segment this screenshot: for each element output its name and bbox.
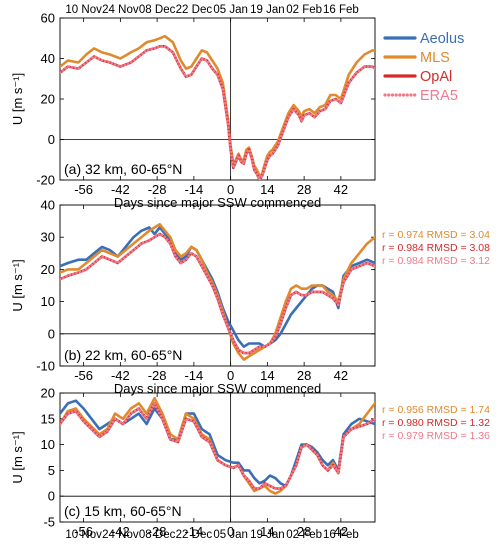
date-tick-label: 10 Nov (65, 4, 102, 16)
x-tick-label: -42 (111, 182, 130, 197)
x-tick-label: 0 (227, 524, 234, 539)
x-tick-label: 0 (227, 368, 234, 383)
x-tick-label: 0 (227, 182, 234, 197)
series-line-opal (60, 401, 375, 490)
x-tick-label: 42 (334, 182, 348, 197)
stat-label: r = 0.984 RMSD = 3.12 (382, 255, 490, 267)
date-tick-label: 24 Nov (102, 529, 139, 541)
date-tick-label: 24 Nov (102, 4, 139, 16)
panel-2: -10 0 10 20 30 40 -56 -42 -28 -14 0 14 28 42 U [m s⁻¹]… (10, 198, 490, 397)
x-tick-label: -56 (74, 524, 93, 539)
y-tick-label: 60 (41, 11, 55, 26)
y-tick-label: 30 (41, 230, 55, 245)
plot-frame (59, 204, 376, 367)
date-tick-label: 16 Feb (323, 529, 359, 541)
x-tick-label: 14 (260, 368, 274, 383)
x-tick-label: 28 (297, 524, 311, 539)
y-axis-label: U [m s⁻¹] (10, 259, 25, 311)
series-line-aeolus (60, 399, 375, 488)
date-tick-label: 19 Jan (250, 529, 285, 541)
series-line-era5 (60, 401, 375, 490)
y-tick-label: 15 (41, 411, 55, 426)
x-tick-label: -28 (148, 182, 167, 197)
stat-label: r = 0.974 RMSD = 3.04 (382, 229, 490, 241)
series-line-era5 (60, 44, 375, 180)
date-tick-label: 22 Dec (176, 4, 213, 16)
y-tick-label: 5 (48, 463, 55, 478)
panel-label: (a) 32 km, 60-65°N (64, 161, 182, 177)
legend-label-era5: ERA5 (420, 88, 458, 104)
x-tick-label: -14 (184, 182, 203, 197)
x-tick-label: 14 (260, 182, 274, 197)
panel-label: (b) 22 km, 60-65°N (64, 347, 182, 363)
x-tick-label: -56 (74, 368, 93, 383)
legend: Aeolus MLS OpAl ERA5 (383, 31, 464, 104)
series-line-mls (60, 223, 375, 361)
panel-label: (c) 15 km, 60-65°N (64, 503, 182, 519)
x-tick-label: -28 (148, 524, 167, 539)
legend-label-aeolus: Aeolus (420, 31, 464, 47)
date-tick-label: 08 Dec (139, 529, 176, 541)
x-tick-label: 42 (334, 524, 348, 539)
y-tick-label: 40 (41, 198, 55, 213)
y-tick-label: 0 (48, 132, 55, 147)
stat-label: r = 0.984 RMSD = 3.08 (382, 242, 490, 254)
y-tick-label: -20 (36, 173, 55, 188)
stat-label: r = 0.979 RMSD = 1.36 (382, 430, 490, 442)
y-tick-label: 0 (48, 489, 55, 504)
y-tick-label: 40 (41, 51, 55, 66)
date-tick-label: 02 Feb (286, 4, 322, 16)
x-tick-label: 14 (260, 524, 274, 539)
panel-1: -20 0 20 40 60 -56 -42 -28 -14 0 14 28 42 U [m s⁻¹] Da… (10, 11, 376, 210)
x-tick-label: 28 (297, 182, 311, 197)
stat-label: r = 0.980 RMSD = 1.32 (382, 417, 490, 429)
series-line-era5 (60, 232, 375, 355)
x-tick-label: -42 (111, 368, 130, 383)
y-tick-label: -5 (43, 515, 55, 530)
date-tick-label: 16 Feb (323, 4, 359, 16)
y-tick-label: 10 (41, 294, 55, 309)
y-tick-label: 0 (48, 326, 55, 341)
date-tick-label: 22 Dec (176, 529, 213, 541)
x-tick-label: 28 (297, 368, 311, 383)
plot-frame (59, 392, 376, 523)
x-tick-label: -42 (111, 524, 130, 539)
x-tick-label: -56 (74, 182, 93, 197)
y-tick-label: 20 (41, 386, 55, 401)
date-tick-label: 05 Jan (213, 4, 248, 16)
x-axis-label: Days since major SSW commenced (114, 195, 321, 210)
series-line-mls (60, 396, 375, 495)
top-date-axis: 10 Nov 24 Nov 08 Dec 22 Dec 05 Jan 19 Jan 02 F… (65, 4, 358, 16)
stat-label: r = 0.956 RMSD = 1.74 (382, 404, 490, 416)
series-line-aeolus (60, 226, 375, 349)
y-tick-label: 10 (41, 437, 55, 452)
legend-label-mls: MLS (420, 50, 450, 66)
date-tick-label: 19 Jan (250, 4, 285, 16)
y-axis-label: U [m s⁻¹] (10, 73, 25, 125)
date-tick-label: 08 Dec (139, 4, 176, 16)
panels: -20 0 20 40 60 -56 -42 -28 -14 0 14 28 42 U [m s⁻¹] Da… (10, 4, 490, 541)
x-tick-label: -28 (148, 368, 167, 383)
date-tick-label: 10 Nov (65, 529, 102, 541)
x-tick-label: 42 (334, 368, 348, 383)
y-tick-label: 20 (41, 92, 55, 107)
x-tick-label: -14 (184, 368, 203, 383)
y-tick-label: -10 (36, 359, 55, 374)
bottom-date-axis: 10 Nov 24 Nov 08 Dec 22 Dec 05 Jan 19 Jan 02 F… (65, 529, 358, 541)
date-tick-label: 02 Feb (286, 529, 322, 541)
panel-3: -5 0 5 10 15 20 -56 -42 -28 -14 0 14 28 42 U [m s⁻¹] (c… (10, 386, 490, 540)
y-axis-label: U [m s⁻¹] (10, 431, 25, 483)
y-tick-label: 20 (41, 262, 55, 277)
legend-label-opal: OpAl (420, 69, 452, 85)
x-tick-label: -14 (184, 524, 203, 539)
x-axis-label: Days since major SSW commenced (114, 381, 321, 396)
date-tick-label: 05 Jan (213, 529, 248, 541)
